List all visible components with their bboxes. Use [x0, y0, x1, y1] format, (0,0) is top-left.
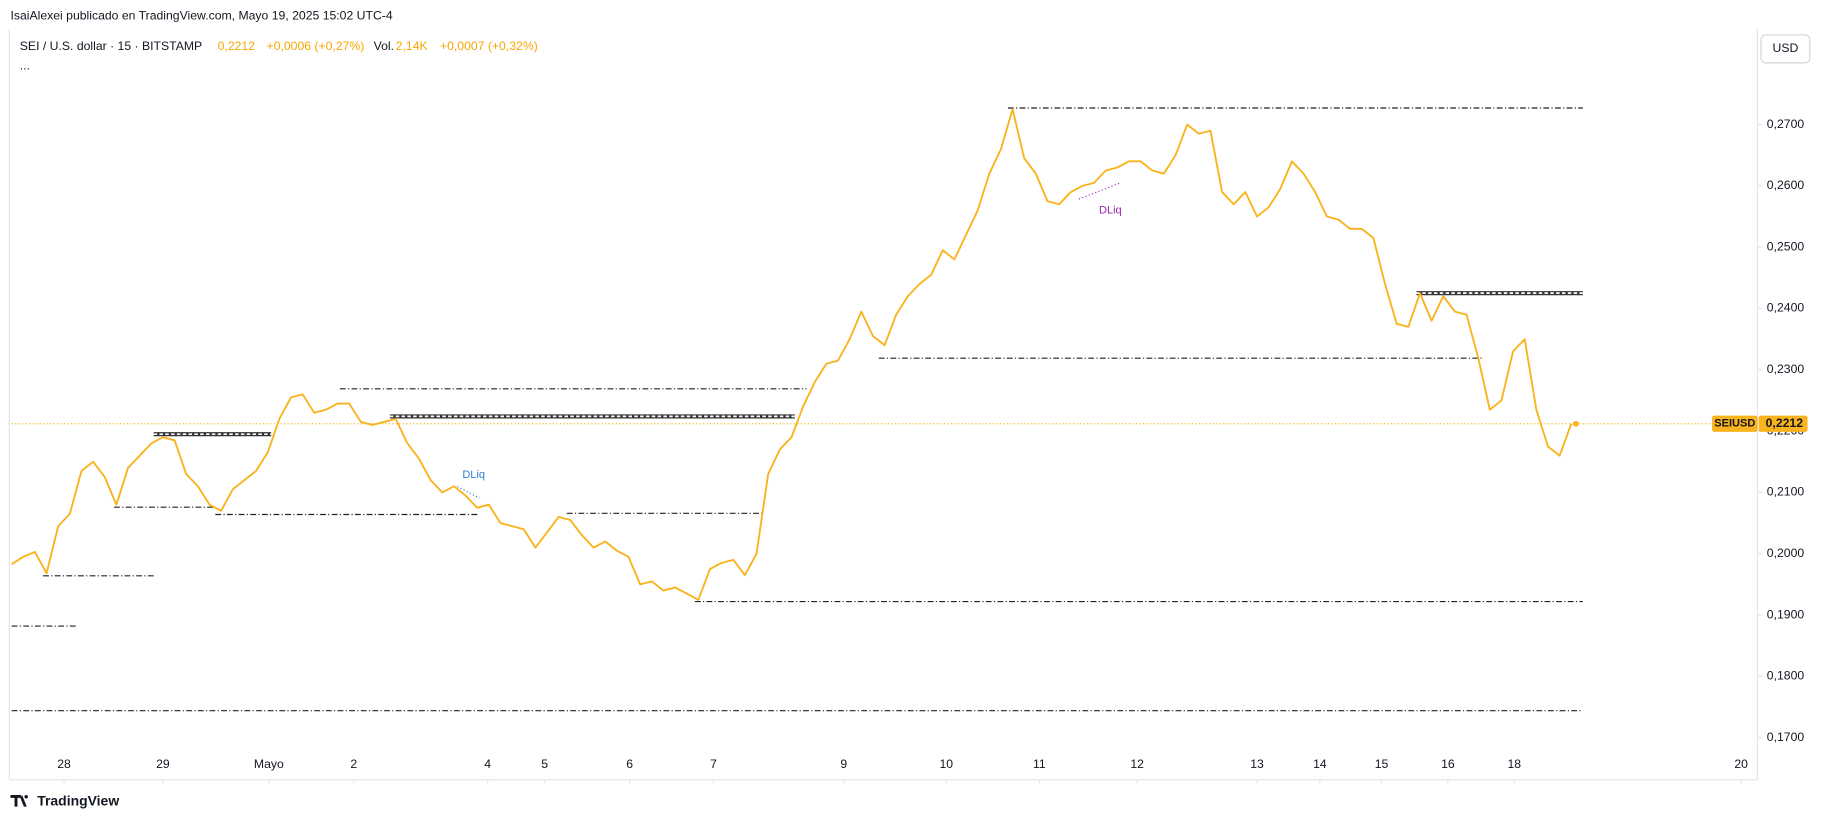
- y-tick-label: 0,2000: [1767, 546, 1805, 560]
- x-tick-label: 18: [1507, 757, 1521, 771]
- x-tick-label: 10: [939, 757, 953, 771]
- x-tick-label: 14: [1313, 757, 1327, 771]
- y-tick-label: 0,2100: [1767, 485, 1805, 499]
- price-line: [11, 108, 1573, 601]
- legend-more[interactable]: ...: [20, 59, 30, 73]
- currency-button[interactable]: [1760, 34, 1811, 64]
- x-tick-label: 28: [57, 757, 71, 771]
- x-tick-label: 15: [1375, 757, 1389, 771]
- legend-vol: 2,14K: [396, 39, 429, 53]
- x-tick-label: 5: [541, 757, 548, 771]
- legend-vol-change: +0,0007 (+0,32%): [440, 39, 538, 53]
- x-tick-label: 6: [626, 757, 633, 771]
- legend-vol-label: Vol.: [374, 39, 394, 53]
- x-tick-label: 13: [1250, 757, 1264, 771]
- legend-symbol: SEI / U.S. dollar · 15 · BITSTAMP: [20, 39, 202, 53]
- x-tick-label: 7: [710, 757, 717, 771]
- x-tick-label: 12: [1130, 757, 1144, 771]
- tv-logo-text: TradingView: [37, 793, 119, 809]
- annotation: DLiq: [462, 469, 485, 481]
- annotation-link: [457, 486, 480, 499]
- y-tick-label: 0,2400: [1767, 301, 1805, 315]
- y-tick-label: 0,2700: [1767, 117, 1805, 131]
- x-tick-label: Mayo: [254, 757, 284, 771]
- legend-price: 0,2212: [218, 39, 256, 53]
- y-tick-label: 0,2600: [1767, 178, 1805, 192]
- last-price-label: 0,2212: [1766, 416, 1804, 430]
- x-tick-label: 20: [1734, 757, 1748, 771]
- x-tick-label: 11: [1033, 757, 1046, 771]
- y-tick-label: 0,1900: [1767, 607, 1805, 621]
- symbol-tag-label: SEIUSD: [1714, 418, 1755, 430]
- tv-logo: [10, 794, 28, 807]
- y-tick-label: 0,1700: [1767, 730, 1805, 744]
- currency-label[interactable]: USD: [1773, 41, 1799, 55]
- x-tick-label: 2: [350, 757, 357, 771]
- last-price-tag: [1758, 415, 1808, 432]
- legend-change: +0,0006 (+0,27%): [267, 39, 365, 53]
- x-tick-label: 16: [1441, 757, 1455, 771]
- x-tick-label: 29: [156, 757, 170, 771]
- last-point: [1573, 420, 1579, 427]
- y-tick-label: 0,2300: [1767, 362, 1805, 376]
- x-tick-label: 9: [840, 757, 847, 771]
- symbol-tag: [1712, 415, 1758, 432]
- published-note: IsaiAlexei publicado en TradingView.com,…: [10, 9, 392, 23]
- annotation-link: [1078, 182, 1122, 200]
- y-tick-label: 0,1800: [1767, 669, 1805, 683]
- x-tick-label: 4: [484, 757, 491, 771]
- y-tick-label: 0,2500: [1767, 239, 1805, 253]
- annotation: DLiq: [1099, 205, 1122, 217]
